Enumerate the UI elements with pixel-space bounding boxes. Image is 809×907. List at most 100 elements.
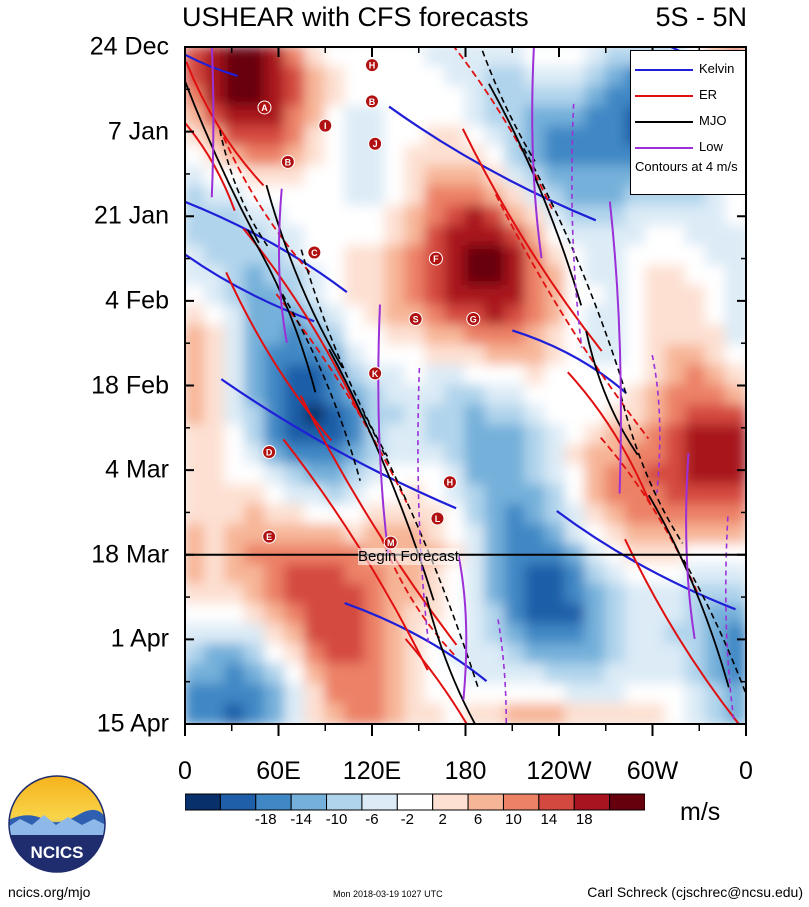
field-cell — [324, 484, 347, 506]
field-cell — [404, 444, 427, 467]
field-cell — [644, 663, 667, 686]
field-cell — [185, 583, 207, 606]
field-cell — [384, 165, 407, 188]
field-cell — [544, 145, 567, 168]
field-cell — [704, 444, 727, 467]
field-cell — [344, 185, 367, 208]
field-cell — [204, 464, 227, 487]
colorbar — [185, 793, 645, 811]
field-cell — [384, 663, 407, 686]
field-cell — [185, 603, 207, 626]
field-cell — [504, 85, 527, 108]
field-cell — [344, 683, 367, 706]
tc-marker: F — [428, 251, 443, 266]
field-cell — [224, 85, 247, 108]
colorbar-swatch — [255, 793, 292, 811]
field-cell — [544, 364, 567, 387]
field-cell — [304, 284, 327, 307]
field-cell — [524, 364, 547, 387]
field-cell — [684, 265, 707, 287]
tc-marker-symbol — [280, 154, 295, 169]
field-cell — [504, 165, 527, 188]
colorbar-swatch — [219, 793, 257, 811]
field-cell — [224, 364, 247, 387]
legend-label: ER — [699, 87, 718, 102]
field-cell — [504, 245, 527, 268]
y-tick-label: 18 Feb — [91, 371, 169, 399]
field-cell — [584, 603, 607, 626]
field-cell — [624, 205, 647, 228]
field-cell — [324, 225, 347, 248]
field-cell — [444, 523, 467, 546]
field-cell — [544, 444, 567, 467]
field-cell — [444, 364, 467, 387]
field-cell — [684, 384, 707, 407]
field-cell — [584, 125, 607, 148]
field-cell — [404, 205, 427, 228]
contour-line — [608, 201, 622, 494]
field-cell — [224, 503, 247, 526]
field-cell — [304, 125, 327, 148]
field-cell — [384, 65, 407, 88]
field-cell — [324, 523, 347, 546]
field-cell — [604, 85, 627, 108]
field-cell — [624, 225, 647, 248]
contour-line — [377, 304, 390, 555]
field-cell — [604, 484, 627, 506]
field-cell — [324, 623, 347, 646]
tc-marker: B — [280, 154, 295, 169]
field-cell — [264, 424, 287, 447]
field-cell — [204, 523, 227, 546]
field-cell — [464, 444, 487, 467]
colorbar-swatch — [538, 793, 575, 811]
field-cell — [304, 663, 327, 686]
field-cell — [304, 683, 327, 706]
field-cell — [704, 225, 727, 248]
field-cell — [244, 424, 267, 447]
field-cell — [244, 583, 267, 606]
field-cell — [564, 47, 587, 68]
legend-item-er: ER — [631, 85, 747, 105]
tc-marker-letter: D — [266, 447, 273, 457]
field-cell — [564, 185, 587, 208]
field-cell — [364, 145, 387, 168]
field-cell — [664, 603, 687, 626]
field-cell — [564, 563, 587, 586]
field-cell — [364, 484, 387, 506]
field-cell — [204, 563, 227, 586]
field-cell — [404, 245, 427, 268]
field-cell — [524, 284, 547, 307]
field-cell — [704, 324, 727, 347]
field-cell — [244, 603, 267, 626]
field-cell — [284, 563, 307, 586]
field-cell — [404, 85, 427, 108]
field-cell — [664, 683, 687, 706]
field-cell — [704, 404, 727, 427]
field-cell — [584, 583, 607, 606]
field-cell — [304, 225, 327, 248]
field-cell — [684, 464, 707, 487]
field-cell — [185, 245, 207, 268]
field-cell — [624, 603, 647, 626]
tc-marker-symbol — [430, 511, 445, 526]
field-cell — [344, 404, 367, 427]
field-cell — [704, 623, 727, 646]
x-tick-label: 60W — [626, 757, 679, 785]
colorbar-swatch — [361, 793, 398, 811]
field-cell — [544, 683, 567, 706]
field-cell — [404, 165, 427, 188]
field-cell — [324, 284, 347, 307]
field-cell — [264, 563, 287, 586]
field-cell — [644, 384, 667, 407]
field-cell — [204, 245, 227, 268]
tc-markers: H A B I J B C F S G K D H L E M — [257, 58, 481, 550]
tc-marker-symbol — [257, 100, 272, 115]
field-cell — [624, 583, 647, 606]
tc-marker-letter: K — [372, 369, 379, 379]
field-cell — [564, 245, 587, 268]
field-cell — [704, 245, 727, 268]
field-cell — [584, 65, 607, 88]
field-cell — [704, 603, 727, 626]
field-cell — [384, 125, 407, 148]
field-cell — [185, 344, 207, 367]
